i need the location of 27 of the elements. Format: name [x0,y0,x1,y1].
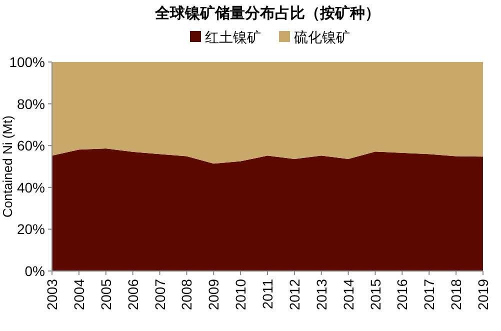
x-tick-label: 2010 [232,278,249,310]
x-tick-label: 2013 [313,278,330,310]
y-tick-label: 60% [16,138,45,154]
x-tick-label: 2017 [421,278,438,310]
x-tick-label: 2006 [124,278,141,310]
x-tick-label: 2018 [448,278,464,310]
y-tick-label: 80% [16,96,45,112]
x-tick-label: 2012 [286,278,302,310]
x-tick-label: 2015 [367,278,384,310]
x-tick-label: 2004 [70,278,87,310]
y-tick-label: 40% [16,179,45,196]
y-tick-label: 100% [9,54,45,70]
legend-label: 红土镍矿 [205,29,261,45]
x-tick-label: 2016 [394,278,410,310]
chart-title: 全球镍矿储量分布占比（按矿种） [154,4,380,22]
legend-label: 硫化镍矿 [294,29,350,45]
x-tick-label: 2014 [340,278,356,310]
y-tick-label: 20% [16,221,45,238]
x-tick-label: 2009 [206,278,222,310]
x-tick-label: 2005 [98,278,114,310]
x-tick-label: 2008 [178,278,195,310]
y-axis-title: Contained Ni (Mt) [0,116,15,218]
x-tick-label: 2007 [152,278,168,310]
y-tick-label: 0% [24,263,45,279]
x-tick-label: 2019 [475,278,491,310]
x-tick-label: 2011 [260,278,276,310]
x-tick-label: 2003 [44,278,60,310]
